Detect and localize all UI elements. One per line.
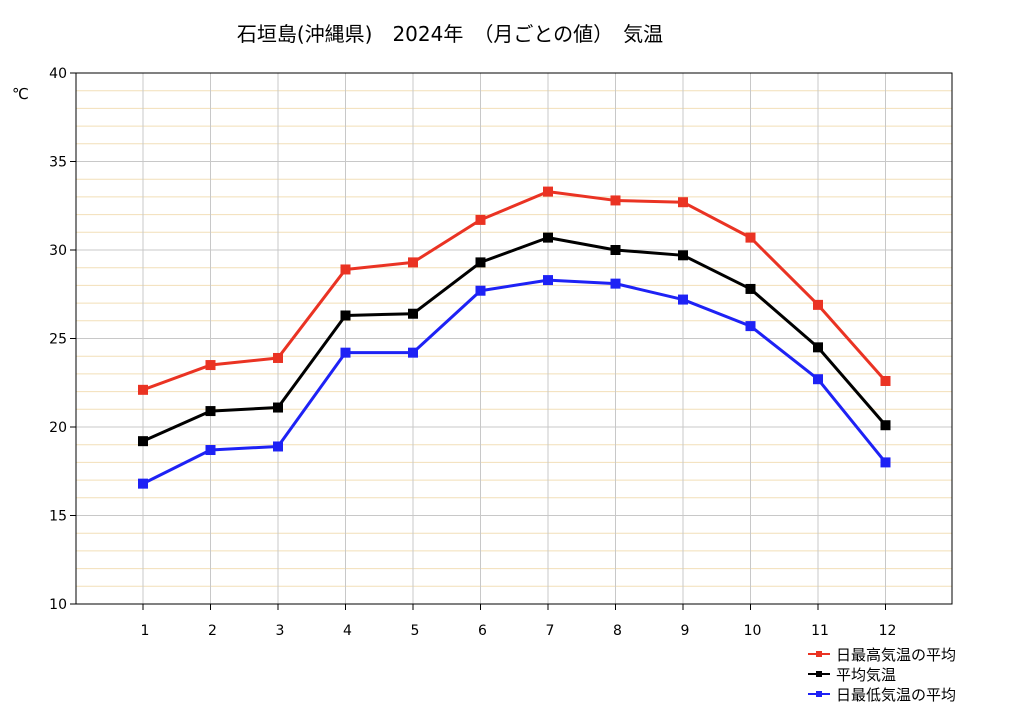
series-line [142,236,887,443]
x-axis-ticks: 1 2 3 4 5 6 7 8 9 10 11 12 [141,604,897,639]
data-point [813,299,823,310]
y-axis-unit-label: ℃ [12,85,29,103]
x-tick-label: 10 [744,623,762,639]
data-point [678,294,688,305]
legend-item: 日最低気温の平均 [808,686,956,704]
series-line [142,278,887,485]
legend-swatch-marker [816,651,822,657]
x-tick-label: 5 [411,623,420,639]
y-tick-label: 10 [49,597,67,613]
y-tick-label: 30 [49,243,67,259]
x-tick-label: 4 [343,623,352,639]
series-2 [138,232,891,447]
x-tick-label: 8 [613,623,622,639]
data-point [813,342,823,353]
data-point [610,195,621,206]
series-3 [138,275,891,489]
y-tick-label: 40 [49,66,67,82]
data-point [138,384,148,395]
data-point [138,478,148,489]
y-tick-label: 15 [49,509,67,525]
legend-swatch-marker [816,691,822,697]
legend-item: 日最高気温の平均 [808,646,956,664]
legend-label: 日最高気温の平均 [836,646,956,664]
data-point [138,436,148,447]
y-tick-label: 25 [49,332,67,348]
x-tick-label: 7 [546,623,555,639]
data-point [475,285,486,296]
legend-item: 平均気温 [808,666,896,684]
data-point [205,445,216,456]
data-point [340,310,351,321]
data-point [408,308,418,319]
data-point [543,186,553,197]
data-point [880,457,891,468]
data-point [880,420,891,431]
data-point [745,283,756,294]
data-point [340,347,351,358]
x-tick-label: 6 [478,623,487,639]
y-tick-label: 35 [49,155,67,171]
y-tick-label: 20 [49,420,67,436]
data-point [745,232,756,243]
series-layer [138,186,891,489]
data-point [273,352,283,363]
data-point [408,347,418,358]
data-point [678,250,688,261]
chart-title: 石垣島(沖縄県) 2024年 （月ごとの値） 気温 [236,22,664,46]
legend-label: 平均気温 [836,666,896,684]
data-point [273,441,283,452]
legend-swatch-marker [816,671,822,677]
data-point [340,264,351,275]
data-point [745,321,756,332]
y-axis-ticks: 10 15 20 25 30 35 40 [49,66,76,613]
data-point [678,197,688,208]
x-tick-label: 1 [141,623,150,639]
x-tick-label: 9 [681,623,690,639]
data-point [205,360,216,371]
series-1 [138,186,891,395]
data-point [880,375,891,386]
major-grid [76,73,952,604]
data-point [610,245,621,255]
data-point [205,406,216,417]
series-line [142,190,887,392]
x-tick-label: 2 [208,623,217,639]
x-tick-label: 11 [811,623,829,639]
data-point [475,257,486,268]
data-point [813,374,823,385]
x-tick-label: 12 [879,623,897,639]
data-point [543,232,553,243]
data-point [408,257,418,268]
data-point [543,275,553,286]
x-tick-label: 3 [276,623,285,639]
data-point [475,214,486,225]
data-point [610,278,621,289]
legend-label: 日最低気温の平均 [836,686,956,704]
minor-grid [76,90,952,587]
data-point [273,402,283,413]
